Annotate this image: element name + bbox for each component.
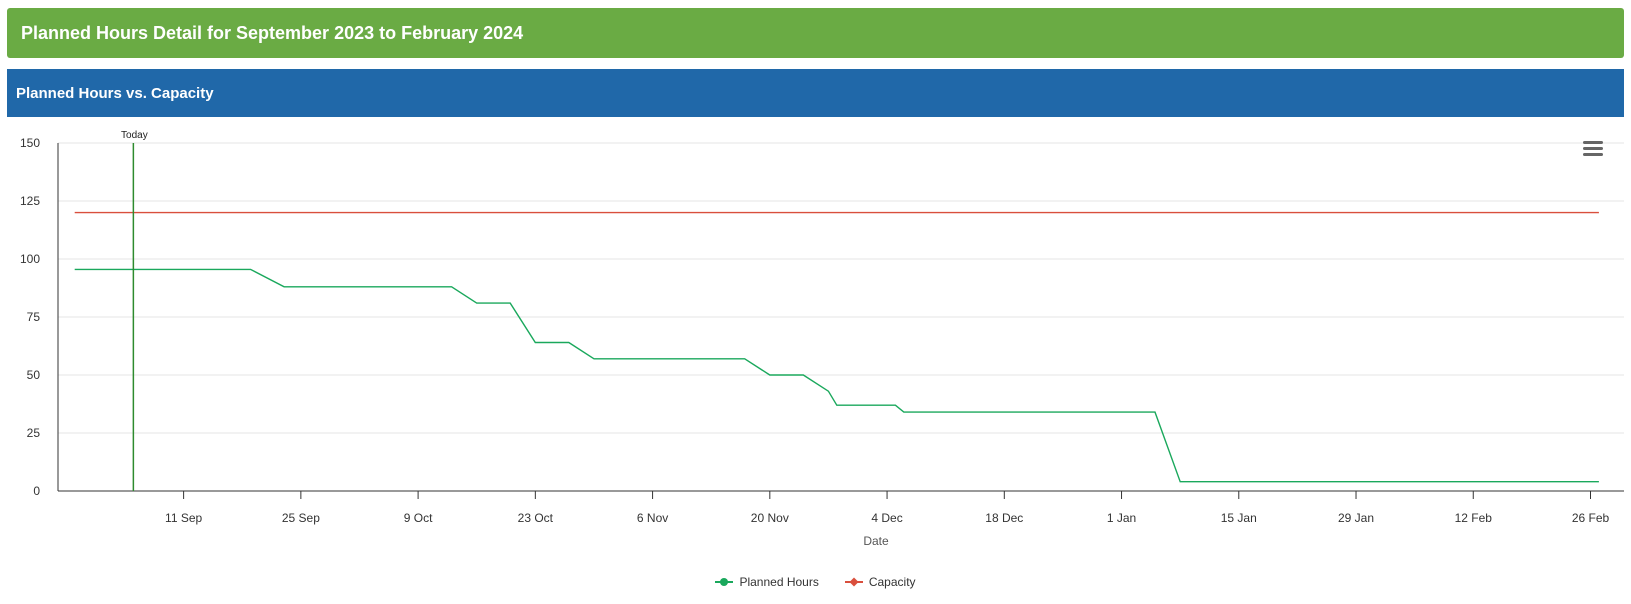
y-tick-label: 100 xyxy=(20,252,40,266)
x-tick-label: 4 Dec xyxy=(871,511,902,525)
y-tick-label: 50 xyxy=(27,368,41,382)
x-tick-label: 15 Jan xyxy=(1221,511,1257,525)
legend-item-capacity[interactable]: Capacity xyxy=(844,575,916,589)
planned-hours-series-line xyxy=(74,268,1599,483)
legend-label: Capacity xyxy=(868,575,916,589)
y-tick-label: 150 xyxy=(20,136,40,150)
x-tick-label: 29 Jan xyxy=(1338,511,1374,525)
x-tick-label: 9 Oct xyxy=(404,511,433,525)
x-tick-label: 1 Jan xyxy=(1107,511,1136,525)
x-tick-label: 23 Oct xyxy=(518,511,554,525)
series xyxy=(74,211,1599,483)
legend-item-planned-hours[interactable]: Planned Hours xyxy=(715,575,819,589)
y-tick-label: 25 xyxy=(27,426,41,440)
panel-title: Planned Hours vs. Capacity xyxy=(16,84,214,102)
x-tick-label: 6 Nov xyxy=(637,511,668,525)
x-tick-label: 18 Dec xyxy=(985,511,1023,525)
chart-panel-header: Planned Hours vs. Capacity xyxy=(7,69,1624,117)
page-header: Planned Hours Detail for September 2023 … xyxy=(7,8,1624,58)
page-title: Planned Hours Detail for September 2023 … xyxy=(21,22,524,43)
x-tick-label: 20 Nov xyxy=(751,511,789,525)
y-tick-label: 75 xyxy=(27,310,41,324)
y-tick-label: 125 xyxy=(20,194,40,208)
axes: 0 25 50 75 100 125 150 11 Sep 25 Sep 9 Oct 23 Oct 6… xyxy=(20,136,1624,548)
circle-marker-icon xyxy=(715,578,734,586)
x-axis-title: Date xyxy=(863,534,889,548)
grid-lines xyxy=(58,142,1624,434)
x-tick-label: 11 Sep xyxy=(165,511,202,525)
x-tick-label: 12 Feb xyxy=(1455,511,1493,525)
planned-hours-chart: 0 25 50 75 100 125 150 11 Sep 25 Sep 9 Oct 23 Oct 6… xyxy=(20,130,1624,548)
x-tick-label: 25 Sep xyxy=(282,511,320,525)
y-tick-label: 0 xyxy=(33,484,40,498)
hamburger-menu-icon[interactable] xyxy=(1582,138,1604,160)
today-label: Today xyxy=(121,130,148,141)
chart-legend: Planned Hours Capacity xyxy=(0,575,1631,589)
diamond-marker-icon xyxy=(844,577,863,587)
annotations: Today xyxy=(121,130,148,491)
legend-label: Planned Hours xyxy=(739,575,819,589)
x-tick-label: 26 Feb xyxy=(1572,511,1610,525)
